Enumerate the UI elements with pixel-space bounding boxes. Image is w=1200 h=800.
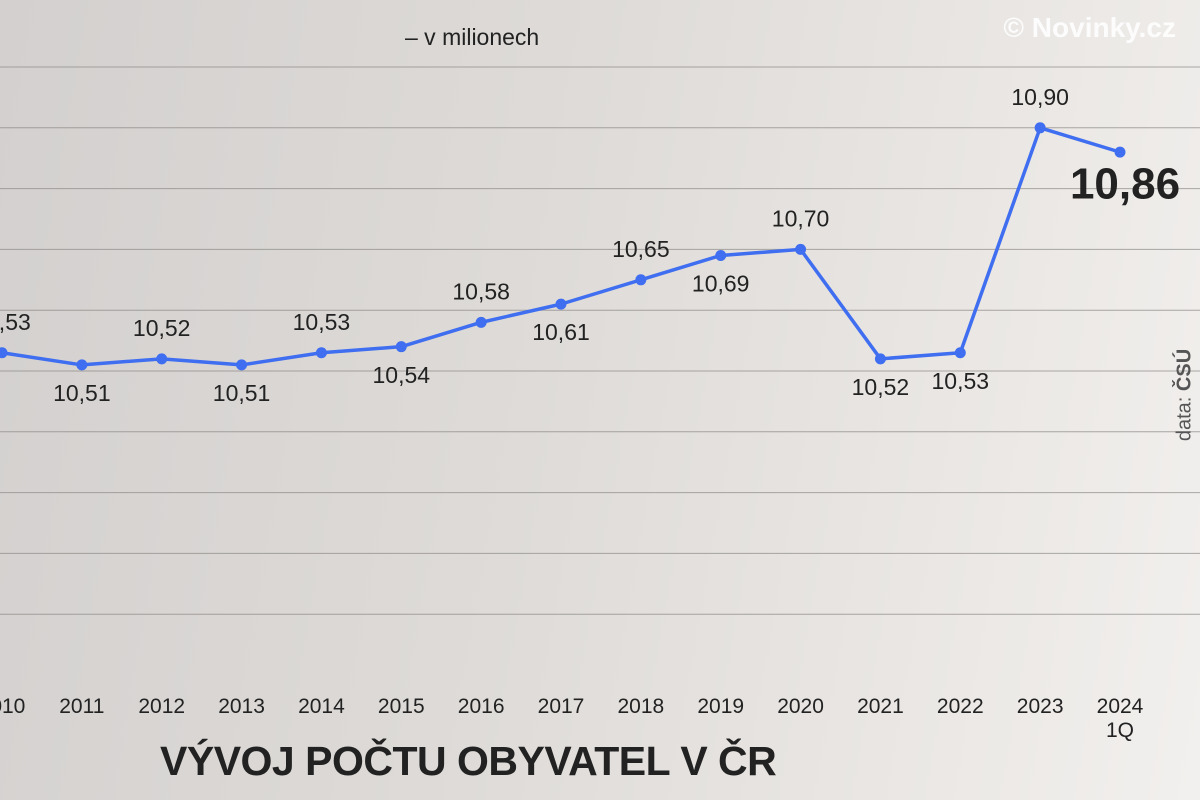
value-label: 10,53 <box>932 368 990 394</box>
point <box>315 347 327 359</box>
x-tick-label: 2013 <box>218 695 265 718</box>
value-label: 10,53 <box>293 309 351 335</box>
value-label: 10,51 <box>213 380 271 406</box>
point <box>1114 146 1126 158</box>
point <box>874 353 886 365</box>
point <box>635 274 647 286</box>
x-tick-label: 2022 <box>936 695 984 718</box>
x-tick-label: 2011 <box>59 695 105 718</box>
x-tick-label: 2017 <box>537 695 585 718</box>
x-tick-label: 2020 <box>777 695 824 718</box>
value-label: 10,65 <box>612 236 670 262</box>
x-tick-label: 2012 <box>138 695 186 718</box>
point <box>954 347 966 359</box>
source-label: data: <box>1173 396 1196 442</box>
subtitle: – v milionech <box>405 24 540 50</box>
x-tick-label: 2014 <box>298 695 345 718</box>
point <box>795 243 807 255</box>
point <box>156 353 168 365</box>
value-label: 10,70 <box>772 205 830 231</box>
chart-title: VÝVOJ POČTU OBYVATEL V ČR <box>160 738 777 784</box>
x-tick-label: 2023 <box>1016 695 1064 718</box>
value-label: 10,52 <box>133 315 191 341</box>
value-label: 10,54 <box>373 362 431 388</box>
value-label: 10,52 <box>852 374 910 400</box>
credit: © Novinky.cz <box>1003 12 1176 43</box>
point <box>236 359 248 371</box>
point <box>395 341 407 353</box>
source: data: ČSÚ <box>1174 349 1197 441</box>
x-tick-label: 2016 <box>457 695 505 718</box>
value-label: 10,53 <box>0 309 31 335</box>
source-name: ČSÚ <box>1173 348 1196 392</box>
x-tick-label: 2019 <box>697 695 745 718</box>
x-tick-label: 2024 1Q <box>1096 695 1144 742</box>
point <box>715 249 727 261</box>
x-tick-label: 2018 <box>617 695 665 718</box>
value-label: 10,69 <box>692 271 750 297</box>
x-tick-label: 2015 <box>377 695 425 718</box>
point <box>555 298 567 310</box>
value-label: 10,86 <box>1070 160 1180 209</box>
x-tick-label: 2010 <box>0 695 26 718</box>
value-label: 10,90 <box>1011 84 1069 110</box>
point <box>475 316 487 328</box>
value-label: 10,61 <box>532 319 590 345</box>
point <box>1034 122 1046 134</box>
value-label: 10,51 <box>53 380 111 406</box>
point <box>76 359 88 371</box>
value-label: 10,58 <box>452 278 510 304</box>
x-tick-label: 2021 <box>857 695 904 718</box>
point <box>0 347 8 359</box>
